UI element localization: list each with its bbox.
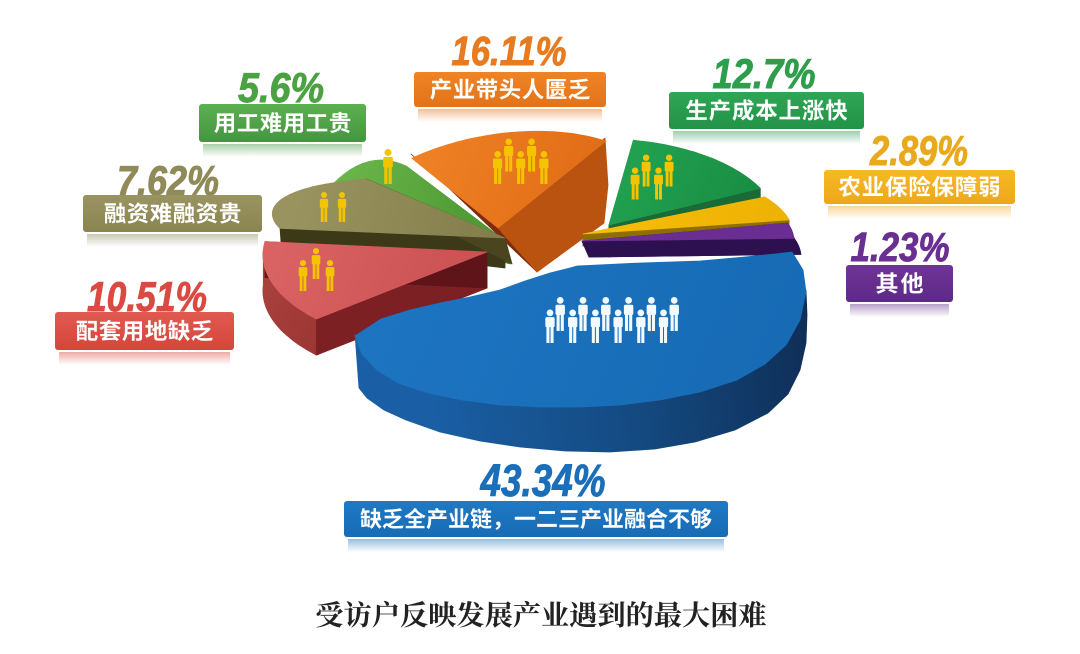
svg-text:1.23%: 1.23% [851,224,950,270]
svg-text:12.7%: 12.7% [713,50,816,97]
svg-text:16.11%: 16.11% [452,28,567,74]
svg-text:43.34%: 43.34% [480,455,606,506]
svg-text:5.6%: 5.6% [238,64,324,111]
svg-text:2.89%: 2.89% [869,127,968,174]
